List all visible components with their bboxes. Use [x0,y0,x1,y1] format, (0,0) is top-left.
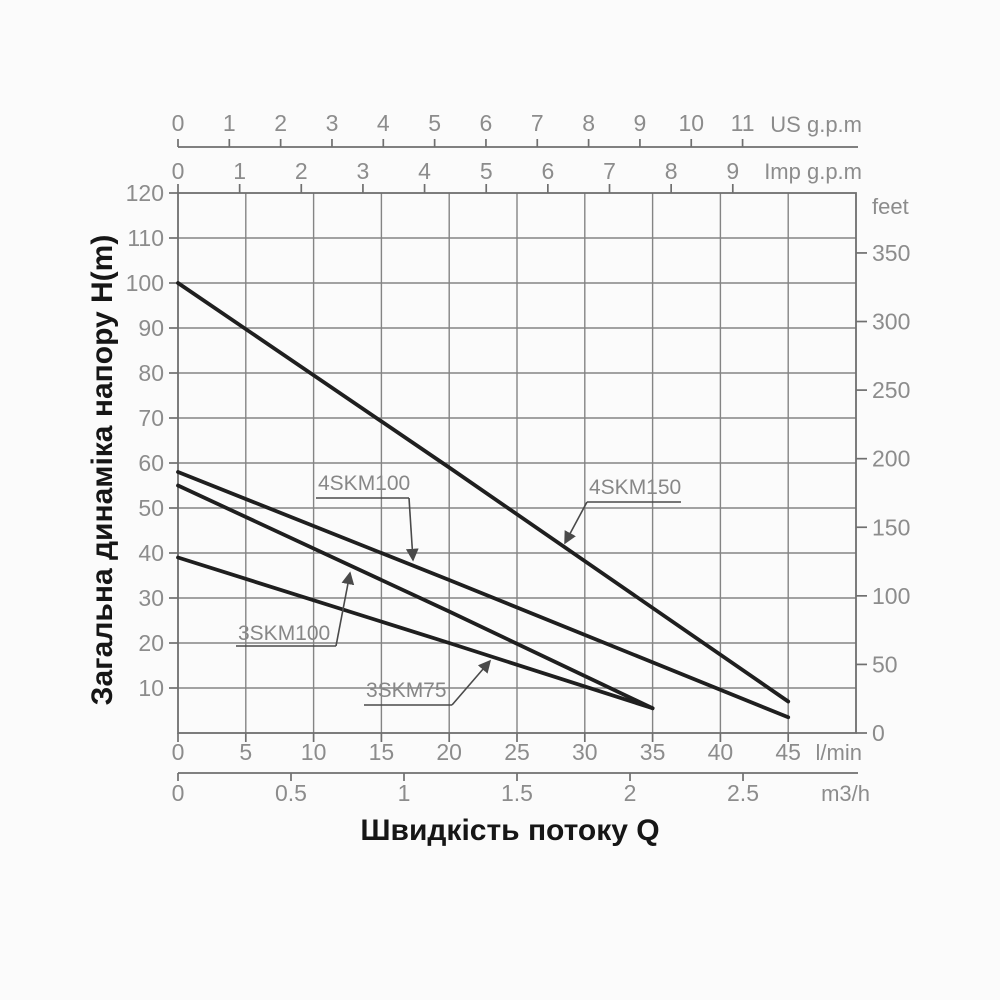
left-axis-tick-label: 100 [126,270,164,296]
right-axis-tick-label: 100 [872,583,910,609]
impgpm-axis-tick-label: 0 [172,158,185,184]
lmin-axis-unit-label: l/min [816,740,862,765]
right-axis-tick-label: 50 [872,651,898,677]
lmin-axis-tick-label: 5 [239,739,252,765]
usgpm-axis-tick-label: 3 [326,110,339,136]
left-axis-tick-label: 50 [138,495,164,521]
curve-label-3SKM100: 3SKM100 [238,622,330,645]
usgpm-axis-tick-label: 7 [531,110,544,136]
impgpm-axis-tick-label: 8 [665,158,678,184]
curve-label-arrow-4SKM150 [564,501,588,545]
usgpm-axis-tick-label: 6 [480,110,493,136]
curve-label-arrow-3SKM75 [451,659,492,706]
left-axis-tick-label: 70 [138,405,164,431]
left-axis-tick-label: 110 [127,225,164,251]
right-axis-tick-label: 200 [872,446,910,472]
left-axis-tick-label: 30 [138,585,164,611]
left-axis-tick-label: 120 [126,180,164,206]
impgpm-axis-tick-label: 1 [233,158,246,184]
usgpm-axis-unit-label: US g.p.m [770,112,862,137]
curve-3SKM75 [176,555,655,711]
lmin-axis-tick-label: 10 [301,739,327,765]
right-axis-tick-label: 150 [872,514,910,540]
left-axis-tick-label: 10 [138,675,164,701]
usgpm-axis-tick-label: 11 [731,110,755,136]
lmin-axis-tick-label: 40 [708,739,734,765]
impgpm-axis-tick-label: 9 [726,158,739,184]
lmin-axis-tick-label: 45 [775,739,801,765]
usgpm-axis-tick-label: 1 [223,110,236,136]
m3h-axis-tick-label: 2.5 [727,780,759,806]
lmin-axis-tick-label: 0 [172,739,185,765]
curve-label-arrow-3SKM100 [335,571,355,647]
m3h-axis-tick-label: 1.5 [501,780,533,806]
lmin-axis-tick-label: 20 [436,739,462,765]
impgpm-axis-tick-label: 5 [480,158,493,184]
usgpm-axis-tick-label: 5 [428,110,441,136]
usgpm-axis-tick-label: 9 [634,110,647,136]
right-axis-tick-label: 0 [872,720,885,746]
impgpm-axis-tick-label: 3 [357,158,370,184]
curve-label-4SKM100: 4SKM100 [318,472,410,495]
lmin-axis-tick-label: 15 [369,739,395,765]
left-axis-tick-label: 20 [138,630,164,656]
y-axis-title: Загальна динаміка напору H(m) [86,235,119,706]
m3h-axis-tick-label: 0.5 [275,780,307,806]
curve-label-4SKM150: 4SKM150 [589,476,681,499]
curve-3SKM100 [176,483,655,711]
impgpm-axis-tick-label: 2 [295,158,308,184]
lmin-axis-tick-label: 30 [572,739,598,765]
right-axis-tick-label: 250 [872,377,910,403]
m3h-axis-tick-label: 2 [624,780,637,806]
x-axis-title: Швидкість потоку Q [360,814,659,847]
lmin-axis-tick-label: 35 [640,739,666,765]
right-axis-tick-label: 350 [872,240,910,266]
usgpm-axis-tick-label: 10 [678,110,704,136]
impgpm-axis-unit-label: Imp g.p.m [764,159,862,184]
m3h-axis-tick-label: 0 [172,780,185,806]
right-axis-tick-label: 300 [872,309,910,335]
right-axis-unit-label: feet [872,194,909,219]
usgpm-axis-tick-label: 8 [582,110,595,136]
usgpm-axis-tick-label: 4 [377,110,390,136]
curve-4SKM100 [176,470,791,720]
curve-label-arrow-4SKM100 [405,497,419,562]
m3h-axis-unit-label: m3/h [821,781,870,806]
m3h-axis-tick-label: 1 [398,780,411,806]
left-axis-tick-label: 40 [138,540,164,566]
impgpm-axis-tick-label: 7 [603,158,616,184]
impgpm-axis-tick-label: 4 [418,158,431,184]
curve-4SKM150 [176,281,791,704]
usgpm-axis-tick-label: 2 [274,110,287,136]
lmin-axis-tick-label: 25 [504,739,530,765]
left-axis-tick-label: 80 [138,360,164,386]
left-axis-tick-label: 90 [138,315,164,341]
curve-label-3SKM75: 3SKM75 [366,679,447,702]
usgpm-axis-tick-label: 0 [172,110,185,136]
left-axis-tick-label: 60 [138,450,164,476]
impgpm-axis-tick-label: 6 [541,158,554,184]
